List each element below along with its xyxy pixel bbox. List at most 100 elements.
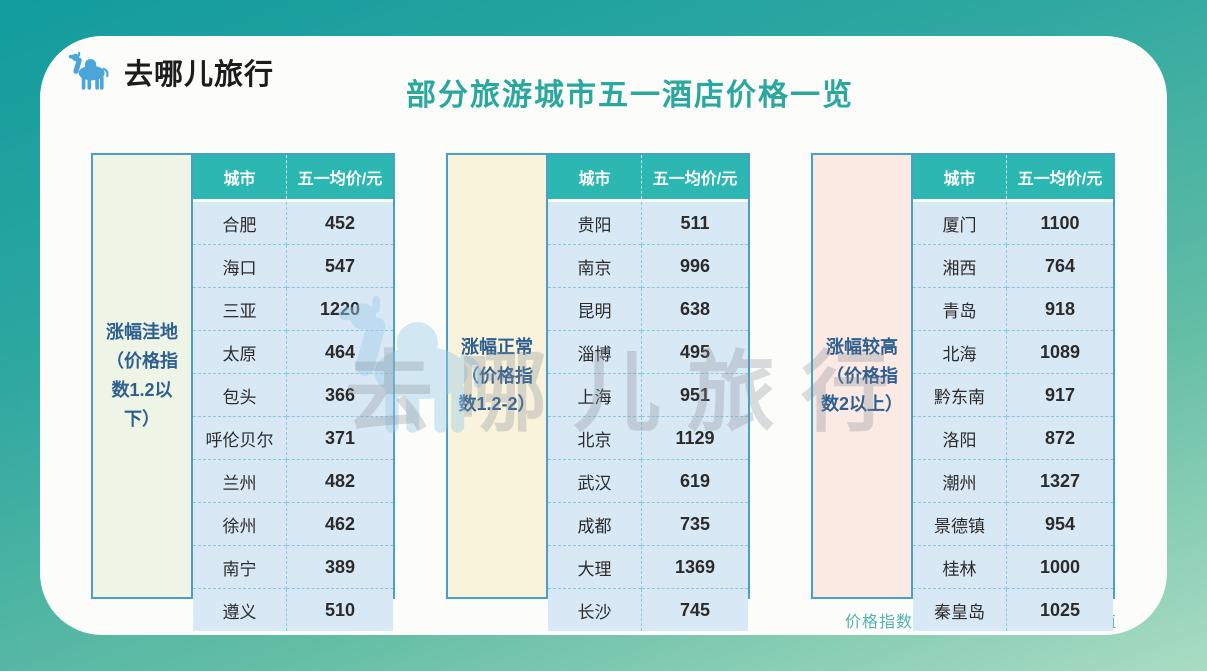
price-group-low: 涨幅洼地（价格指数1.2以下） 城市 五一均价/元 合肥 452 海口 547 三亚 12…	[91, 153, 395, 631]
city-cell: 大理	[548, 545, 642, 589]
city-cell: 成都	[548, 502, 642, 546]
table-row: 成都 735	[548, 502, 748, 546]
table-row: 遵义 510	[193, 588, 393, 631]
city-cell: 黔东南	[913, 373, 1007, 417]
table-row: 呼伦贝尔 371	[193, 416, 393, 460]
city-cell: 潮州	[913, 459, 1007, 503]
city-cell: 包头	[193, 373, 287, 417]
price-table: 城市 五一均价/元 合肥 452 海口 547 三亚 1220 太原 464 包头 366 呼伦贝尔…	[193, 155, 393, 631]
city-cell: 湘西	[913, 244, 1007, 288]
price-table: 城市 五一均价/元 厦门 1100 湘西 764 青岛 918 北海 1089 黔东南 917 洛阳…	[913, 155, 1113, 631]
price-cell: 1000	[1006, 545, 1113, 589]
table-row: 合肥 452	[193, 200, 393, 245]
price-cell: 918	[1006, 287, 1113, 331]
price-cell: 464	[286, 330, 393, 374]
table-row: 兰州 482	[193, 459, 393, 503]
price-cell: 1025	[1006, 588, 1113, 631]
group-label-text: 涨幅洼地（价格指数1.2以下）	[106, 322, 178, 429]
price-cell: 1327	[1006, 459, 1113, 503]
city-column-header: 城市	[913, 155, 1007, 202]
price-group-high: 涨幅较高（价格指数2以上） 城市 五一均价/元 厦门 1100 湘西 764 青岛 918…	[811, 153, 1115, 631]
table-row: 太原 464	[193, 330, 393, 374]
price-cell: 1369	[641, 545, 748, 589]
table-row: 南京 996	[548, 244, 748, 288]
table-row: 北京 1129	[548, 416, 748, 460]
table-row: 淄博 495	[548, 330, 748, 374]
price-cell: 371	[286, 416, 393, 460]
table-row: 北海 1089	[913, 330, 1113, 374]
city-cell: 徐州	[193, 502, 287, 546]
price-cell: 745	[641, 588, 748, 631]
table-row: 昆明 638	[548, 287, 748, 331]
city-cell: 洛阳	[913, 416, 1007, 460]
city-cell: 北京	[548, 416, 642, 460]
group-label-low: 涨幅洼地（价格指数1.2以下）	[93, 155, 193, 597]
price-cell: 511	[641, 200, 748, 245]
price-cell: 462	[286, 502, 393, 546]
price-group-normal: 涨幅正常（价格指数1.2-2） 城市 五一均价/元 贵阳 511 南京 996 昆明 63…	[446, 153, 750, 631]
price-table: 城市 五一均价/元 贵阳 511 南京 996 昆明 638 淄博 495 上海 951 北京 112…	[548, 155, 748, 631]
table-row: 三亚 1220	[193, 287, 393, 331]
city-cell: 北海	[913, 330, 1007, 374]
group-label-high: 涨幅较高（价格指数2以上）	[813, 155, 913, 597]
city-cell: 合肥	[193, 200, 287, 245]
table-row: 桂林 1000	[913, 545, 1113, 589]
table-header-row: 城市 五一均价/元	[193, 155, 393, 202]
city-cell: 青岛	[913, 287, 1007, 331]
city-cell: 呼伦贝尔	[193, 416, 287, 460]
city-cell: 南京	[548, 244, 642, 288]
city-cell: 遵义	[193, 588, 287, 631]
city-cell: 武汉	[548, 459, 642, 503]
content-card: 去哪儿旅行 部分旅游城市五一酒店价格一览 涨幅洼地（价格指数1.2以下） 城市 …	[40, 36, 1167, 635]
table-row: 贵阳 511	[548, 200, 748, 245]
price-cell: 366	[286, 373, 393, 417]
city-column-header: 城市	[193, 155, 287, 202]
city-cell: 贵阳	[548, 200, 642, 245]
price-cell: 735	[641, 502, 748, 546]
table-row: 南宁 389	[193, 545, 393, 589]
price-cell: 996	[641, 244, 748, 288]
city-cell: 厦门	[913, 200, 1007, 245]
brand-name: 去哪儿旅行	[124, 59, 275, 91]
price-cell: 510	[286, 588, 393, 631]
table-row: 黔东南 917	[913, 373, 1113, 417]
table-row: 长沙 745	[548, 588, 748, 631]
table-header-row: 城市 五一均价/元	[548, 155, 748, 202]
city-cell: 长沙	[548, 588, 642, 631]
price-cell: 1100	[1006, 200, 1113, 245]
price-cell: 917	[1006, 373, 1113, 417]
table-row: 海口 547	[193, 244, 393, 288]
table-row: 武汉 619	[548, 459, 748, 503]
price-column-header: 五一均价/元	[1006, 155, 1113, 202]
page-title: 部分旅游城市五一酒店价格一览	[406, 79, 854, 112]
city-column-header: 城市	[548, 155, 642, 202]
table-row: 景德镇 954	[913, 502, 1113, 546]
table-row: 徐州 462	[193, 502, 393, 546]
group-label-normal: 涨幅正常（价格指数1.2-2）	[448, 155, 548, 597]
camel-logo-icon	[68, 51, 109, 90]
table-row: 厦门 1100	[913, 200, 1113, 245]
table-header-row: 城市 五一均价/元	[913, 155, 1113, 202]
city-cell: 秦皇岛	[913, 588, 1007, 631]
price-column-header: 五一均价/元	[641, 155, 748, 202]
city-cell: 上海	[548, 373, 642, 417]
city-cell: 太原	[193, 330, 287, 374]
price-column-header: 五一均价/元	[286, 155, 393, 202]
price-cell: 951	[641, 373, 748, 417]
table-row: 湘西 764	[913, 244, 1113, 288]
price-cell: 954	[1006, 502, 1113, 546]
price-table-normal: 城市 五一均价/元 贵阳 511 南京 996 昆明 638 淄博 495 上海 951 北京 112…	[548, 155, 748, 631]
table-row: 上海 951	[548, 373, 748, 417]
price-cell: 482	[286, 459, 393, 503]
price-cell: 1089	[1006, 330, 1113, 374]
city-cell: 淄博	[548, 330, 642, 374]
group-label-text: 涨幅较高（价格指数2以上）	[820, 336, 903, 415]
price-cell: 495	[641, 330, 748, 374]
table-row: 秦皇岛 1025	[913, 588, 1113, 631]
table-row: 大理 1369	[548, 545, 748, 589]
table-row: 包头 366	[193, 373, 393, 417]
price-table-low: 城市 五一均价/元 合肥 452 海口 547 三亚 1220 太原 464 包头 366 呼伦贝尔…	[193, 155, 393, 631]
price-cell: 619	[641, 459, 748, 503]
city-cell: 三亚	[193, 287, 287, 331]
